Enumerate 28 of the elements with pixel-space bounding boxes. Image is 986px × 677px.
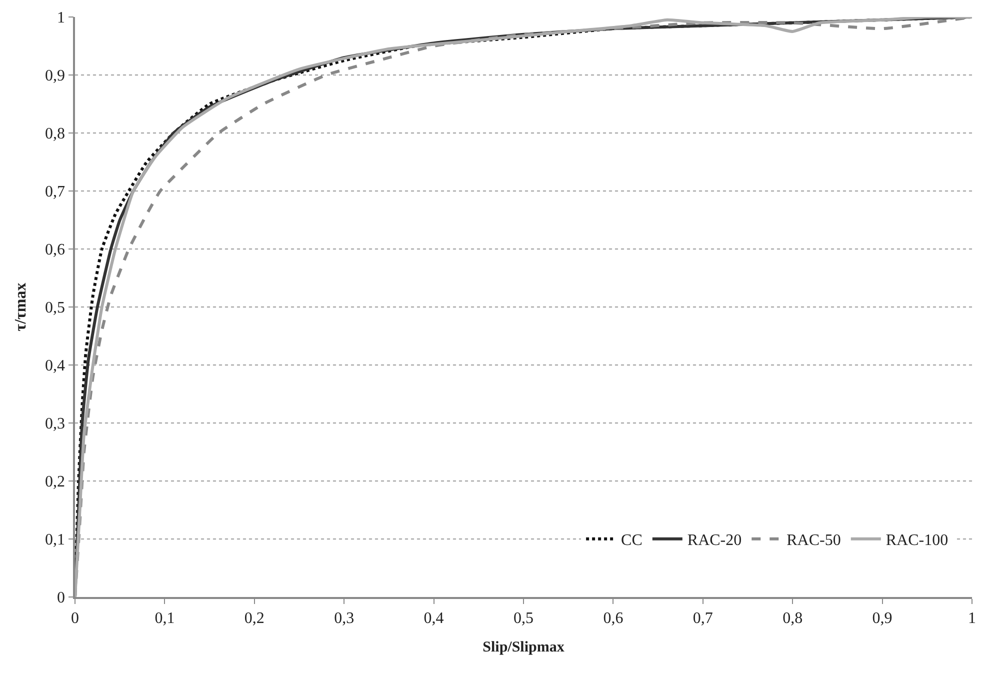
x-axis-title: Slip/Slipmax: [482, 639, 565, 656]
legend-label: RAC-50: [786, 532, 841, 550]
y-axis-title: τ/τmax: [12, 282, 30, 332]
legend-label: CC: [621, 532, 642, 550]
y-tick-label: 0,8: [45, 126, 66, 143]
x-tick-label: 0,1: [154, 610, 175, 627]
y-tick-label: 0,5: [45, 300, 66, 317]
y-tick-label: 1: [57, 10, 66, 27]
y-tick-label: 0,3: [45, 416, 66, 433]
x-tick-label: 1: [968, 610, 976, 627]
x-tick-label: 0,9: [872, 610, 892, 627]
x-tick-label: 0,8: [782, 610, 803, 627]
x-tick-label: 0,3: [334, 610, 354, 627]
legend-label: RAC-100: [886, 532, 948, 550]
y-tick-label: 0,7: [45, 184, 66, 201]
x-tick-label: 0,4: [424, 610, 444, 627]
y-tick-label: 0,2: [45, 474, 66, 491]
x-tick-label: 0,5: [514, 610, 534, 627]
y-tick-label: 0,4: [45, 358, 66, 375]
x-tick-label: 0,6: [603, 610, 624, 627]
y-tick-label: 0: [57, 590, 66, 607]
legend-label: RAC-20: [687, 532, 742, 550]
y-tick-label: 0,6: [45, 242, 66, 259]
y-tick-label: 0,1: [45, 532, 66, 549]
x-tick-label: 0,2: [244, 610, 264, 627]
y-tick-label: 0,9: [45, 68, 66, 85]
x-tick-label: 0: [71, 610, 79, 627]
x-tick-label: 0,7: [692, 610, 713, 627]
